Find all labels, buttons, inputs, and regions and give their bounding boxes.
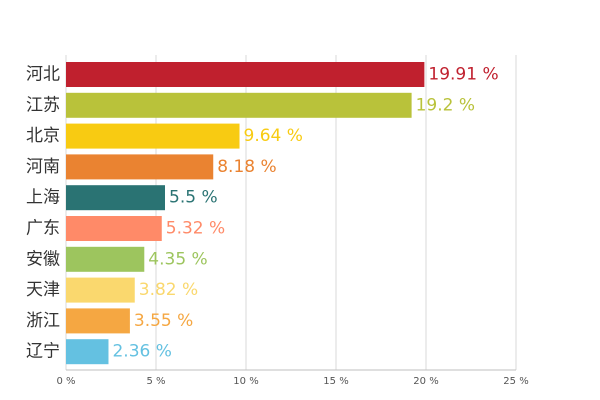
x-tick-label: 20 % — [413, 376, 438, 387]
bar — [66, 92, 412, 118]
category-label: 安徽 — [26, 249, 60, 269]
category-label: 辽宁 — [26, 342, 60, 362]
category-label: 上海 — [26, 188, 60, 208]
x-tick-label: 5 % — [146, 376, 165, 387]
category-label: 浙江 — [26, 311, 60, 331]
x-axis-ticks: 0 % 5 % 10 % 15 % 20 % 25 % — [56, 369, 529, 387]
bar — [66, 123, 240, 149]
value-label: 5.32 % — [166, 219, 225, 239]
value-label: 4.35 % — [148, 249, 207, 269]
category-label: 广东 — [26, 219, 60, 239]
bar — [66, 246, 145, 272]
value-label: 19.91 % — [428, 65, 498, 85]
value-label: 8.18 % — [217, 157, 276, 177]
bar — [66, 339, 109, 365]
bar — [66, 216, 162, 241]
bar — [66, 185, 165, 211]
category-label: 江苏 — [26, 95, 60, 115]
bars — [66, 62, 425, 365]
value-label: 19.2 % — [416, 95, 475, 115]
x-tick-label: 25 % — [503, 376, 528, 387]
category-label: 河北 — [26, 65, 60, 85]
value-labels: 19.91 % 19.2 % 9.64 % 8.18 % 5.5 % 5.32 % 4.35… — [112, 65, 498, 362]
value-label: 9.64 % — [244, 126, 303, 146]
bar — [66, 277, 135, 303]
bar — [66, 308, 130, 334]
value-label: 2.36 % — [112, 342, 171, 362]
x-tick-label: 15 % — [323, 376, 348, 387]
x-tick-label: 10 % — [233, 376, 258, 387]
value-label: 5.5 % — [169, 188, 218, 208]
bar — [66, 154, 214, 180]
x-tick-label: 0 % — [56, 376, 75, 387]
value-label: 3.82 % — [139, 280, 198, 300]
category-label: 天津 — [26, 280, 60, 300]
category-label: 北京 — [26, 126, 60, 146]
value-label: 3.55 % — [134, 311, 193, 331]
bar — [66, 62, 425, 87]
category-label: 河南 — [26, 157, 60, 177]
